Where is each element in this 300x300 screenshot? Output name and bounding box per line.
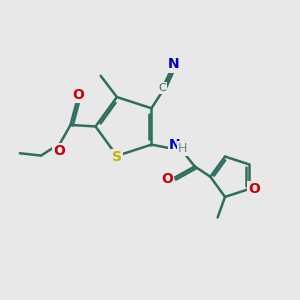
Text: S: S: [112, 150, 122, 164]
Text: O: O: [53, 145, 65, 158]
Text: C: C: [158, 83, 166, 93]
Text: O: O: [72, 88, 84, 102]
Text: O: O: [248, 182, 260, 196]
Text: O: O: [161, 172, 173, 186]
Text: N: N: [168, 57, 179, 71]
Text: H: H: [178, 142, 188, 155]
Text: N: N: [169, 138, 181, 152]
